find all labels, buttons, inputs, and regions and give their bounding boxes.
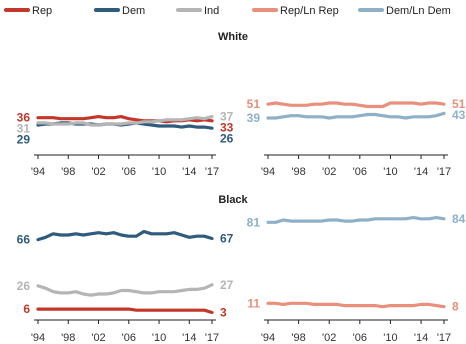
end-value-label-dem: 67	[220, 231, 234, 245]
x-tick-label: '02	[91, 332, 105, 344]
x-tick-label: '10	[152, 332, 166, 344]
end-value-label-dem_lean: 84	[452, 212, 466, 226]
legend-label-ind: Ind	[204, 5, 219, 17]
x-tick-label: '10	[383, 166, 397, 178]
end-value-label-dem: 26	[220, 132, 234, 146]
section-title-black: Black	[218, 194, 248, 206]
end-value-label-rep_lean: 8	[452, 300, 459, 314]
end-value-label-dem_lean: 43	[452, 108, 466, 122]
start-value-label-rep_lean: 11	[247, 296, 260, 310]
x-tick-label: '98	[61, 332, 75, 344]
x-tick-label: '94	[31, 166, 45, 178]
series-line-ind	[36, 114, 214, 127]
series-line-dem_lean	[266, 111, 446, 120]
x-tick-label: '14	[414, 166, 428, 178]
end-value-label-rep: 3	[220, 306, 227, 320]
end-value-label-ind: 27	[220, 278, 234, 292]
x-tick-label: '17	[205, 332, 219, 344]
x-tick-label: '06	[353, 332, 367, 344]
series-line-dem	[36, 229, 214, 242]
panel-4: '94 '98 '02 '06 '10 '14 '17 81 11 84 8	[247, 212, 466, 344]
legend-label-rep: Rep	[32, 5, 52, 17]
x-tick-label: '94	[261, 166, 275, 178]
x-tick-label: '94	[261, 332, 275, 344]
legend-label-dem: Dem	[122, 5, 145, 17]
start-value-label-rep_lean: 51	[247, 97, 261, 111]
series-line-rep	[36, 307, 214, 315]
x-tick-label: '17	[437, 166, 451, 178]
start-value-label-dem_lean: 39	[247, 111, 261, 125]
x-tick-label: '10	[383, 332, 397, 344]
x-tick-label: '06	[122, 332, 136, 344]
x-tick-label: '14	[182, 166, 196, 178]
legend-label-rep_lean: Rep/Ln Rep	[280, 5, 339, 17]
start-value-label-ind: 31	[17, 122, 31, 136]
x-tick-label: '02	[322, 332, 336, 344]
x-tick-label: '17	[437, 332, 451, 344]
start-value-label-dem: 66	[17, 233, 31, 247]
end-value-label-ind: 37	[220, 110, 234, 124]
x-tick-label: '02	[91, 166, 105, 178]
x-tick-label: '98	[291, 166, 305, 178]
legend: Rep Dem Ind Rep/Ln Rep Dem/Ln Dem	[4, 5, 451, 17]
x-tick-label: '98	[61, 166, 75, 178]
section-title-white: White	[218, 31, 248, 43]
end-value-label-rep: 33	[220, 121, 234, 135]
x-tick-label: '94	[31, 332, 45, 344]
series-line-rep_lean	[266, 301, 446, 309]
x-tick-label: '06	[353, 166, 367, 178]
start-value-label-dem: 29	[17, 133, 31, 147]
series-line-rep_lean	[266, 101, 446, 109]
series-line-dem_lean	[266, 216, 446, 224]
x-tick-label: '10	[152, 166, 166, 178]
x-tick-label: '06	[122, 166, 136, 178]
x-tick-label: '14	[182, 332, 196, 344]
start-value-label-ind: 26	[17, 279, 31, 293]
panel-3: '94 '98 '02 '06 '10 '14 '17 66 26 6 67 27 3	[17, 229, 234, 344]
x-tick-label: '98	[291, 332, 305, 344]
legend-label-dem_lean: Dem/Ln Dem	[386, 5, 451, 17]
x-tick-label: '14	[414, 332, 428, 344]
x-tick-label: '17	[205, 166, 219, 178]
start-value-label-rep: 6	[23, 302, 30, 316]
start-value-label-rep: 36	[17, 111, 31, 125]
series-line-ind	[36, 283, 214, 297]
start-value-label-dem_lean: 81	[247, 215, 261, 229]
end-value-label-rep_lean: 51	[452, 97, 466, 111]
x-tick-label: '02	[322, 166, 336, 178]
